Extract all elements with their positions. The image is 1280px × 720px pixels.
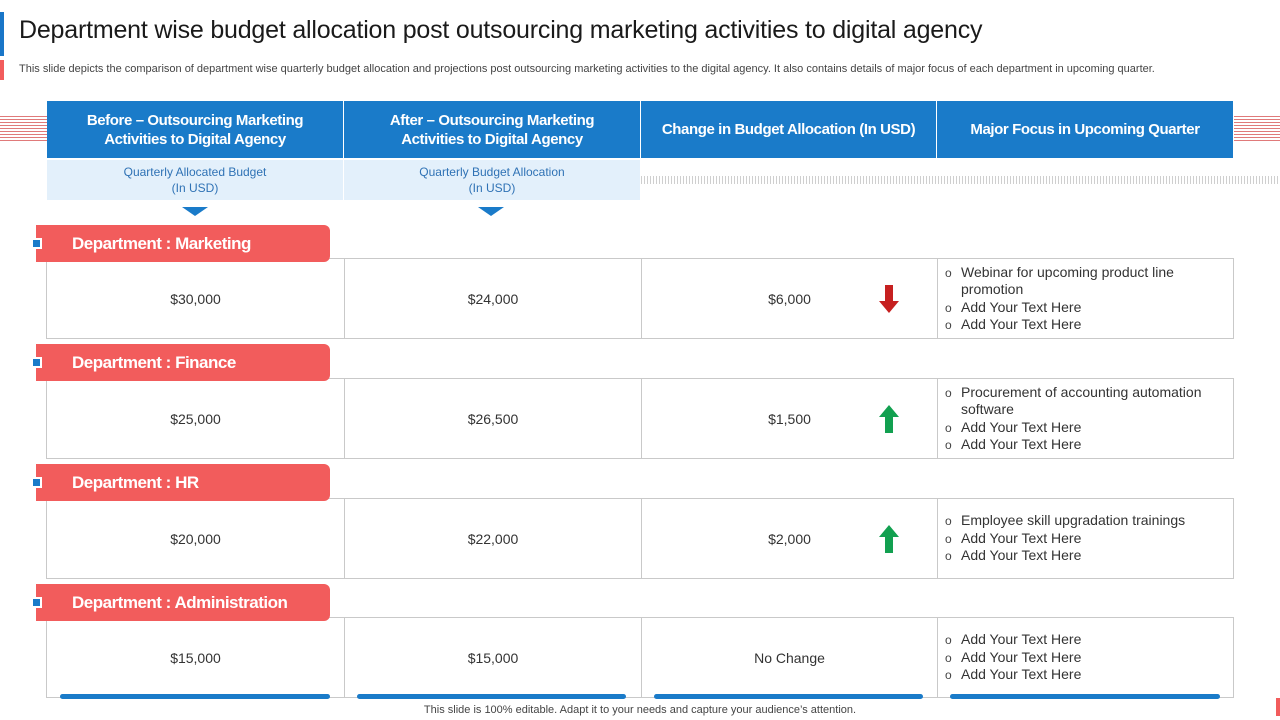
table-row: $25,000 $26,500 $1,500 Procurement of accou… [46, 378, 1234, 459]
cell-before-budget: $20,000 [170, 530, 221, 547]
department-tab: Department : HR [36, 464, 330, 501]
table-row: $30,000 $24,000 $6,000 Webinar for upcoming… [46, 258, 1234, 339]
cell-after-budget: $22,000 [467, 530, 519, 547]
table-row: $20,000 $22,000 $2,000 Employee skill upgra… [46, 498, 1234, 579]
decorative-stripes-right [1234, 116, 1280, 143]
column-divider [344, 259, 345, 338]
arrow-up-icon [878, 524, 900, 559]
focus-list-item: Add Your Text Here [940, 436, 1232, 454]
focus-list-item: Webinar for upcoming product line promot… [940, 264, 1232, 299]
footer-note: This slide is 100% editable. Adapt it to… [423, 704, 857, 716]
department-marker [31, 597, 42, 608]
header-after: After – Outsourcing Marketing Activities… [344, 101, 640, 158]
focus-list-item: Add Your Text Here [940, 649, 1232, 667]
column-divider [344, 379, 345, 458]
header-change: Change in Budget Allocation (In USD) [641, 101, 936, 158]
focus-list-item: Add Your Text Here [940, 530, 1232, 548]
bottom-bar-1 [60, 694, 330, 699]
bottom-bar-4 [950, 694, 1220, 699]
department-tab: Department : Marketing [36, 225, 330, 262]
focus-list-item: Employee skill upgradation trainings [940, 512, 1232, 530]
cell-budget-change: $6,000 [768, 290, 811, 307]
subheader-after-line1: Quarterly Budget Allocation [419, 165, 565, 179]
corner-accent [1276, 698, 1280, 716]
subheader-before: Quarterly Allocated Budget (In USD) [47, 160, 343, 200]
subheader-after: Quarterly Budget Allocation (In USD) [344, 160, 640, 200]
decorative-dotted-line [641, 176, 1280, 184]
column-divider [937, 618, 938, 697]
arrow-up-icon [878, 404, 900, 439]
department-marker [31, 477, 42, 488]
focus-list-item: Add Your Text Here [940, 299, 1232, 317]
column-divider [937, 259, 938, 338]
subheader-pointer-after [478, 207, 504, 216]
column-divider [641, 379, 642, 458]
cell-before-budget: $25,000 [170, 410, 221, 427]
focus-list-item: Add Your Text Here [940, 316, 1232, 334]
table-row: $15,000 $15,000 No Change Add Your Text Her… [46, 617, 1234, 698]
focus-list-item: Add Your Text Here [940, 631, 1232, 649]
focus-list-item: Procurement of accounting automation sof… [940, 384, 1232, 419]
focus-list: Webinar for upcoming product line promot… [940, 259, 1232, 338]
column-divider [641, 618, 642, 697]
subheader-before-line2: (In USD) [171, 181, 219, 195]
subheader-pointer-before [182, 207, 208, 216]
header-focus: Major Focus in Upcoming Quarter [937, 101, 1233, 158]
bottom-bar-3 [654, 694, 923, 699]
column-divider [344, 499, 345, 578]
focus-list: Employee skill upgradation trainingsAdd … [940, 499, 1232, 578]
header-before: Before – Outsourcing Marketing Activitie… [47, 101, 343, 158]
focus-list-item: Add Your Text Here [940, 666, 1232, 684]
cell-after-budget: $24,000 [467, 290, 519, 307]
column-divider [937, 379, 938, 458]
column-divider [641, 499, 642, 578]
focus-list-item: Add Your Text Here [940, 547, 1232, 565]
department-tab: Department : Administration [36, 584, 330, 621]
focus-list-item: Add Your Text Here [940, 419, 1232, 437]
decorative-stripes-left [0, 116, 47, 143]
title-accent-bar [0, 12, 4, 56]
department-tab: Department : Finance [36, 344, 330, 381]
page-subtitle: This slide depicts the comparison of dep… [19, 63, 1155, 75]
cell-after-budget: $26,500 [467, 410, 519, 427]
arrow-down-icon [878, 284, 900, 319]
focus-list: Procurement of accounting automation sof… [940, 379, 1232, 458]
subheader-after-line2: (In USD) [468, 181, 516, 195]
page-title: Department wise budget allocation post o… [19, 16, 983, 44]
column-divider [937, 499, 938, 578]
cell-before-budget: $30,000 [170, 290, 221, 307]
bottom-bar-2 [357, 694, 626, 699]
department-marker [31, 357, 42, 368]
subtitle-accent-bar [0, 60, 4, 80]
cell-budget-change: $1,500 [768, 410, 811, 427]
cell-before-budget: $15,000 [170, 649, 221, 666]
cell-budget-change: $2,000 [768, 530, 811, 547]
subheader-before-line1: Quarterly Allocated Budget [123, 165, 267, 179]
department-marker [31, 238, 42, 249]
column-divider [641, 259, 642, 338]
column-divider [344, 618, 345, 697]
focus-list: Add Your Text HereAdd Your Text HereAdd … [940, 618, 1232, 697]
cell-after-budget: $15,000 [467, 649, 519, 666]
cell-budget-change: No Change [754, 649, 825, 666]
